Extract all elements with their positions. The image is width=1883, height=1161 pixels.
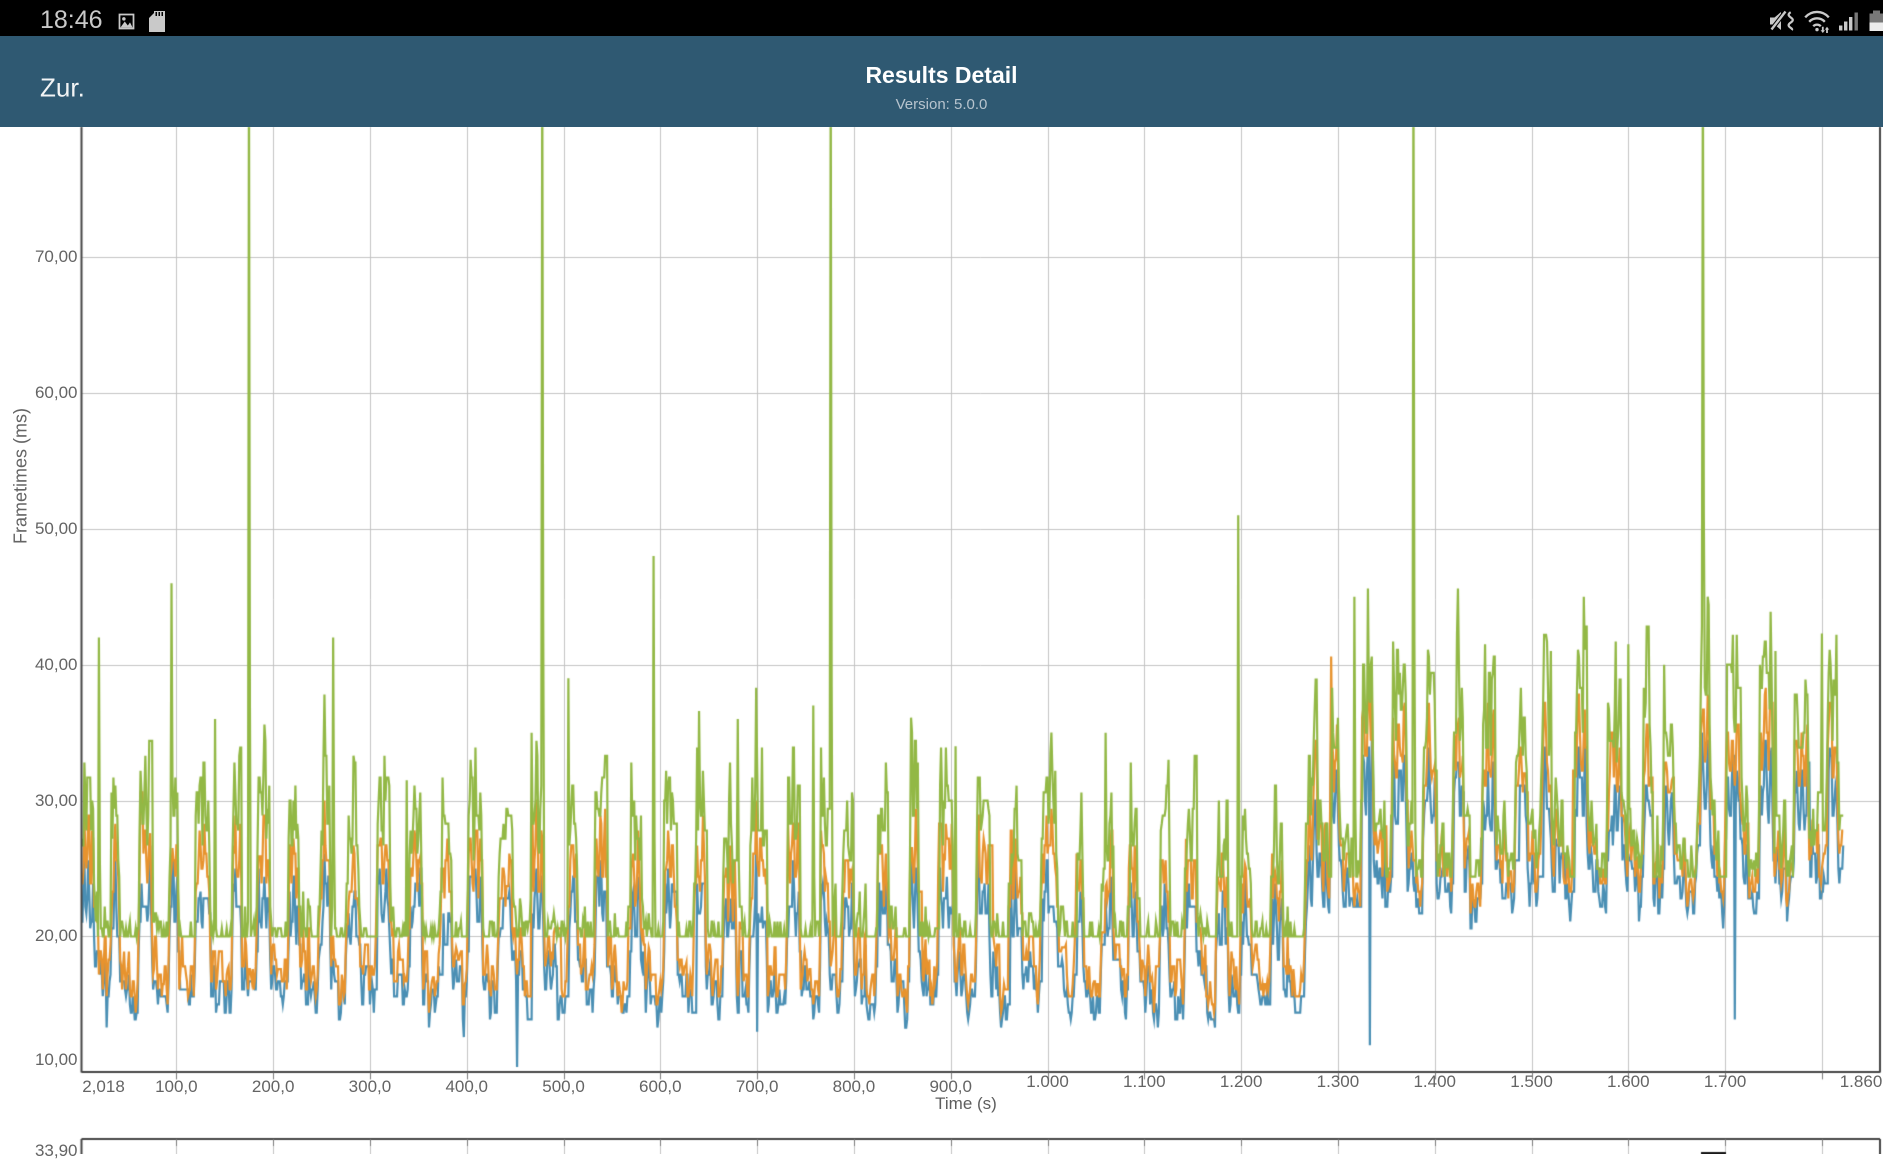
app-version: Version: 5.0.0 — [0, 96, 1883, 114]
status-bar-clock: 18:46 — [40, 6, 103, 35]
page-title: Results Detail — [0, 62, 1883, 88]
app-bar-titles: Results Detail Version: 5.0.0 — [0, 36, 1883, 127]
sdcard-icon — [149, 11, 165, 32]
mute-vibrate-icon — [1770, 9, 1795, 33]
battery-icon — [1869, 9, 1883, 33]
gallery-icon — [116, 11, 137, 32]
status-bar-notification-icons — [116, 11, 165, 32]
signal-strength-icon — [1839, 9, 1861, 33]
wifi-icon — [1803, 9, 1831, 33]
status-bar-system-icons — [1770, 3, 1882, 39]
status-bar: 18:46 — [0, 0, 1883, 36]
app-bar: Zur. Results Detail Version: 5.0.0 — [0, 36, 1883, 127]
